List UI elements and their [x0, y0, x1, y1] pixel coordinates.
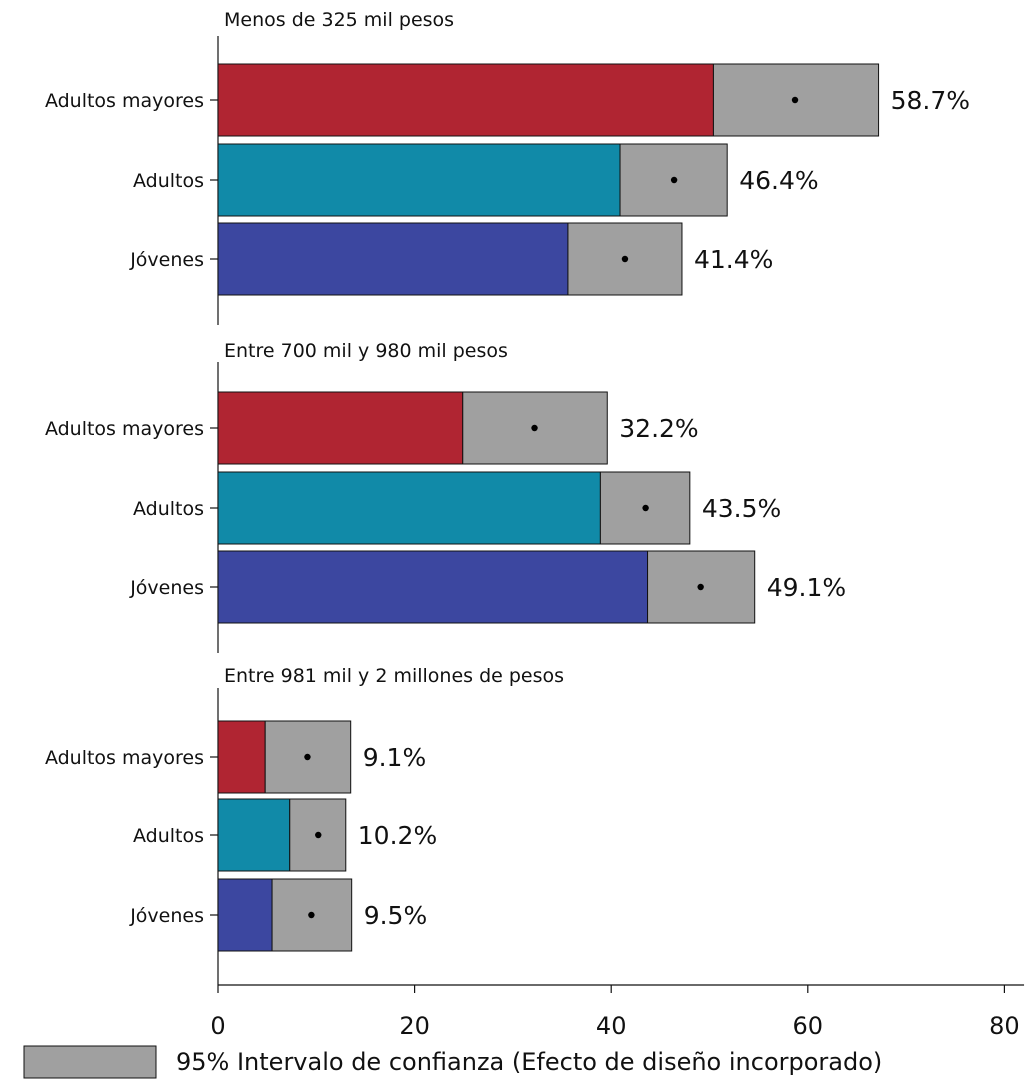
- category-label-jovenes: Jóvenes: [129, 577, 204, 599]
- bar-2-adultos-mayores: [217, 391, 464, 465]
- bar-3-jovenes: [217, 878, 273, 952]
- bar-3-adultos-mayores: [217, 720, 266, 794]
- bar-1-jovenes: [217, 222, 569, 296]
- value-label-3-jovenes: 9.5%: [364, 901, 428, 930]
- bar-1-adultos: [217, 143, 621, 217]
- category-label-adultos-mayores: Adultos mayores: [45, 418, 204, 440]
- value-label-2-adultos-mayores: 32.2%: [619, 414, 698, 443]
- bar-2-jovenes: [217, 550, 649, 624]
- category-label-adultos: Adultos: [133, 170, 204, 192]
- panel-title-1: Menos de 325 mil pesos: [224, 9, 454, 31]
- point-estimate-3-adultos-mayores: [304, 753, 311, 761]
- panel-title-3: Entre 981 mil y 2 millones de pesos: [224, 665, 564, 687]
- point-estimate-2-adultos: [642, 504, 649, 512]
- point-estimate-1-adultos-mayores: [791, 96, 799, 104]
- value-label-1-adultos: 46.4%: [739, 166, 818, 195]
- x-tick-label-0: 0: [210, 1012, 225, 1040]
- point-estimate-1-adultos: [670, 176, 678, 184]
- x-tick-label-40: 40: [596, 1012, 627, 1040]
- category-label-adultos-mayores: Adultos mayores: [45, 90, 204, 112]
- category-label-adultos: Adultos: [133, 825, 204, 847]
- bar-2-adultos: [217, 471, 601, 545]
- legend-label-ci: 95% Intervalo de confianza (Efecto de di…: [176, 1048, 882, 1076]
- legend-swatch-ci: [23, 1045, 157, 1079]
- value-label-2-jovenes: 49.1%: [767, 573, 846, 602]
- bar-1-adultos-mayores: [217, 63, 714, 137]
- value-label-1-jovenes: 41.4%: [694, 245, 773, 274]
- bar-3-adultos: [217, 798, 291, 872]
- value-label-2-adultos: 43.5%: [702, 494, 781, 523]
- point-estimate-3-adultos: [315, 831, 322, 839]
- category-label-jovenes: Jóvenes: [129, 249, 204, 271]
- panel-title-2: Entre 700 mil y 980 mil pesos: [224, 340, 508, 362]
- value-label-3-adultos-mayores: 9.1%: [363, 743, 427, 772]
- point-estimate-1-jovenes: [621, 255, 629, 263]
- point-estimate-2-adultos-mayores: [531, 424, 538, 432]
- point-estimate-3-jovenes: [308, 911, 315, 919]
- category-label-jovenes: Jóvenes: [129, 905, 204, 927]
- value-label-1-adultos-mayores: 58.7%: [891, 86, 970, 115]
- point-estimate-2-jovenes: [697, 583, 704, 591]
- value-label-3-adultos: 10.2%: [358, 821, 437, 850]
- x-tick-label-80: 80: [989, 1012, 1020, 1040]
- x-tick-label-20: 20: [399, 1012, 430, 1040]
- x-tick-label-60: 60: [793, 1012, 824, 1040]
- category-label-adultos-mayores: Adultos mayores: [45, 747, 204, 769]
- category-label-adultos: Adultos: [133, 498, 204, 520]
